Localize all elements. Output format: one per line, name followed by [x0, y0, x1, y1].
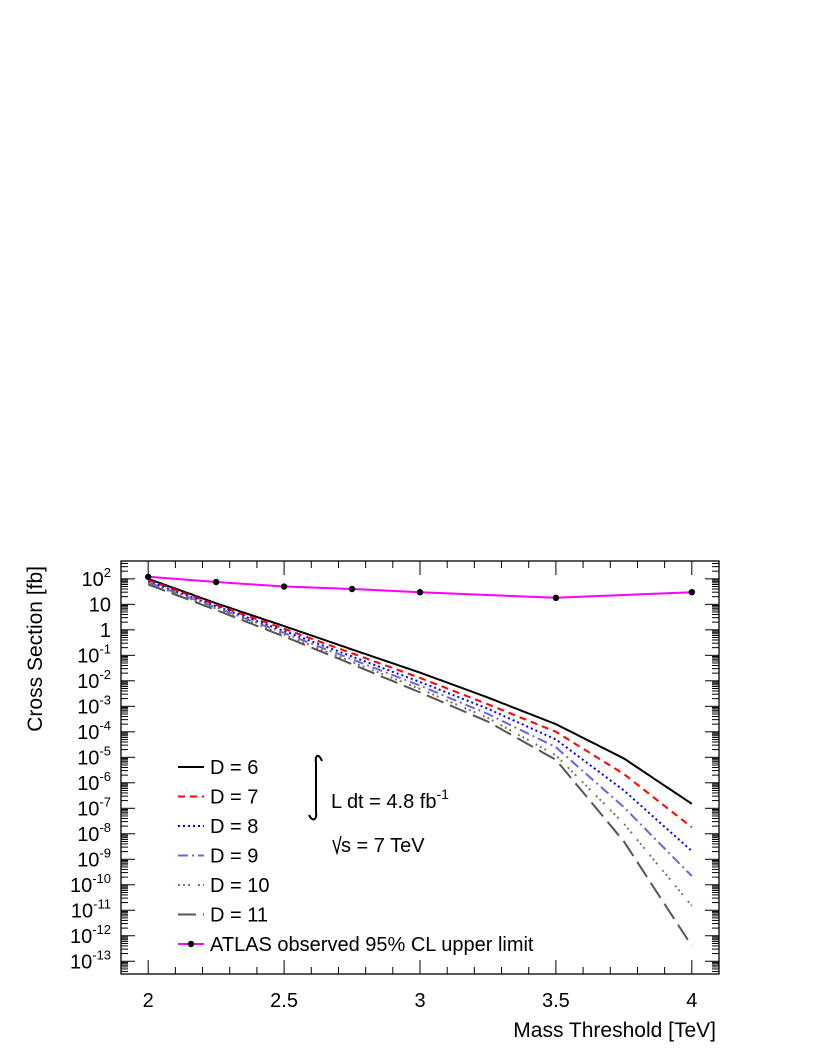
- series-line-0: [147, 577, 693, 805]
- legend-marker: [187, 940, 195, 948]
- limit-point: [552, 594, 560, 602]
- y-tick-base: 10: [82, 569, 104, 591]
- x-tick-label: 2.5: [270, 990, 298, 1012]
- y-tick-label: 10-13: [70, 947, 111, 973]
- y-tick-label: 1: [100, 620, 111, 642]
- y-tick-base: 1: [100, 620, 111, 642]
- y-tick-exponent: -13: [92, 947, 111, 962]
- y-tick-label: 10-7: [77, 794, 111, 820]
- legend-label: D = 9: [210, 846, 258, 868]
- axis-ticks: [120, 560, 720, 974]
- y-tick-exponent: -12: [92, 922, 111, 937]
- legend-label: D = 10: [210, 875, 269, 897]
- legend-label: ATLAS observed 95% CL upper limit: [210, 934, 534, 956]
- y-tick-exponent: -5: [99, 743, 111, 758]
- x-tick-labels: 2 2.5 3 3.5 4: [143, 990, 698, 1012]
- y-tick-base: 10: [77, 696, 99, 718]
- y-tick-exponent: -1: [99, 641, 111, 656]
- legend-label: D = 6: [210, 757, 258, 779]
- series-line-5: [147, 583, 693, 947]
- y-tick-label: 10-12: [70, 922, 111, 948]
- limit-point: [144, 573, 152, 581]
- limit-point: [280, 583, 288, 590]
- y-tick-base: 10: [77, 722, 99, 744]
- y-tick-base: 10: [77, 773, 99, 795]
- y-tick-exponent: -8: [99, 820, 111, 835]
- legend-label: D = 7: [210, 787, 258, 809]
- series-line-2: [147, 580, 693, 852]
- lumi-text: L dt = 4.8 fb-1: [331, 786, 449, 813]
- luminosity-annotation: L dt = 4.8 fb-1 s = 7 TeV: [308, 754, 449, 857]
- limit-point: [416, 588, 424, 596]
- x-tick-label: 3.5: [542, 990, 570, 1012]
- y-tick-base: 10: [70, 951, 92, 973]
- sqrt-sign-icon: [332, 835, 342, 856]
- y-tick-base: 10: [77, 824, 99, 846]
- limit-markers: [144, 573, 696, 602]
- y-tick-exponent: -7: [99, 794, 111, 809]
- y-tick-label: 10-11: [71, 896, 111, 922]
- y-tick-label: 10-3: [77, 692, 111, 718]
- y-axis-title: Cross Section [fb]: [24, 566, 47, 732]
- x-tick-label: 3: [414, 990, 425, 1012]
- lumi-label: L dt = 4.8 fb: [331, 791, 436, 813]
- y-tick-base: 10: [89, 594, 111, 616]
- legend-label: D = 8: [210, 816, 258, 838]
- y-tick-base: 10: [71, 900, 93, 922]
- y-tick-exponent: -2: [99, 667, 111, 682]
- y-tick-label: 10-5: [77, 743, 111, 769]
- x-tick-label: 4: [686, 990, 697, 1012]
- y-tick-base: 10: [77, 747, 99, 769]
- y-tick-base: 10: [77, 849, 99, 871]
- lumi-exponent: -1: [436, 786, 449, 802]
- limit-point: [212, 578, 220, 586]
- y-tick-base: 10: [70, 926, 92, 948]
- limit-point: [348, 585, 356, 593]
- y-tick-exponent: -4: [99, 718, 111, 733]
- y-tick-label: 10-4: [77, 718, 111, 744]
- y-tick-label: 10: [89, 594, 111, 616]
- x-tick-label: 2: [143, 990, 154, 1012]
- y-tick-exponent: -10: [92, 871, 111, 886]
- series-line-3: [147, 581, 693, 877]
- legend-label: D = 11: [210, 905, 268, 927]
- y-tick-exponent: 2: [104, 565, 111, 580]
- y-tick-exponent: -3: [99, 692, 111, 707]
- y-tick-base: 10: [70, 875, 92, 897]
- y-tick-label: 10-6: [77, 769, 111, 795]
- y-tick-exponent: -6: [99, 769, 111, 784]
- integral-sign-icon: [308, 754, 323, 821]
- y-tick-label: 10-1: [77, 641, 111, 667]
- y-tick-exponent: -9: [99, 845, 111, 860]
- y-tick-exponent: -11: [93, 896, 111, 911]
- y-tick-base: 10: [77, 645, 99, 667]
- y-tick-labels: 10210110-110-210-310-410-510-610-710-810…: [70, 565, 111, 973]
- y-tick-label: 10-2: [77, 667, 111, 693]
- limit-point: [688, 588, 696, 596]
- y-tick-label: 102: [82, 565, 111, 591]
- x-axis-title: Mass Threshold [TeV]: [513, 1019, 716, 1042]
- energy-text: s = 7 TeV: [341, 835, 425, 857]
- y-tick-label: 10-8: [77, 820, 111, 846]
- y-tick-base: 10: [77, 671, 99, 693]
- series-line-1: [147, 579, 693, 829]
- legend: D = 6 D = 7 D = 8 D = 9 D = 10 D = 11 ATLAS ob…: [178, 757, 534, 956]
- y-tick-label: 10-9: [77, 845, 111, 871]
- series-line-4: [147, 582, 693, 907]
- y-tick-base: 10: [77, 798, 99, 820]
- y-tick-label: 10-10: [70, 871, 111, 897]
